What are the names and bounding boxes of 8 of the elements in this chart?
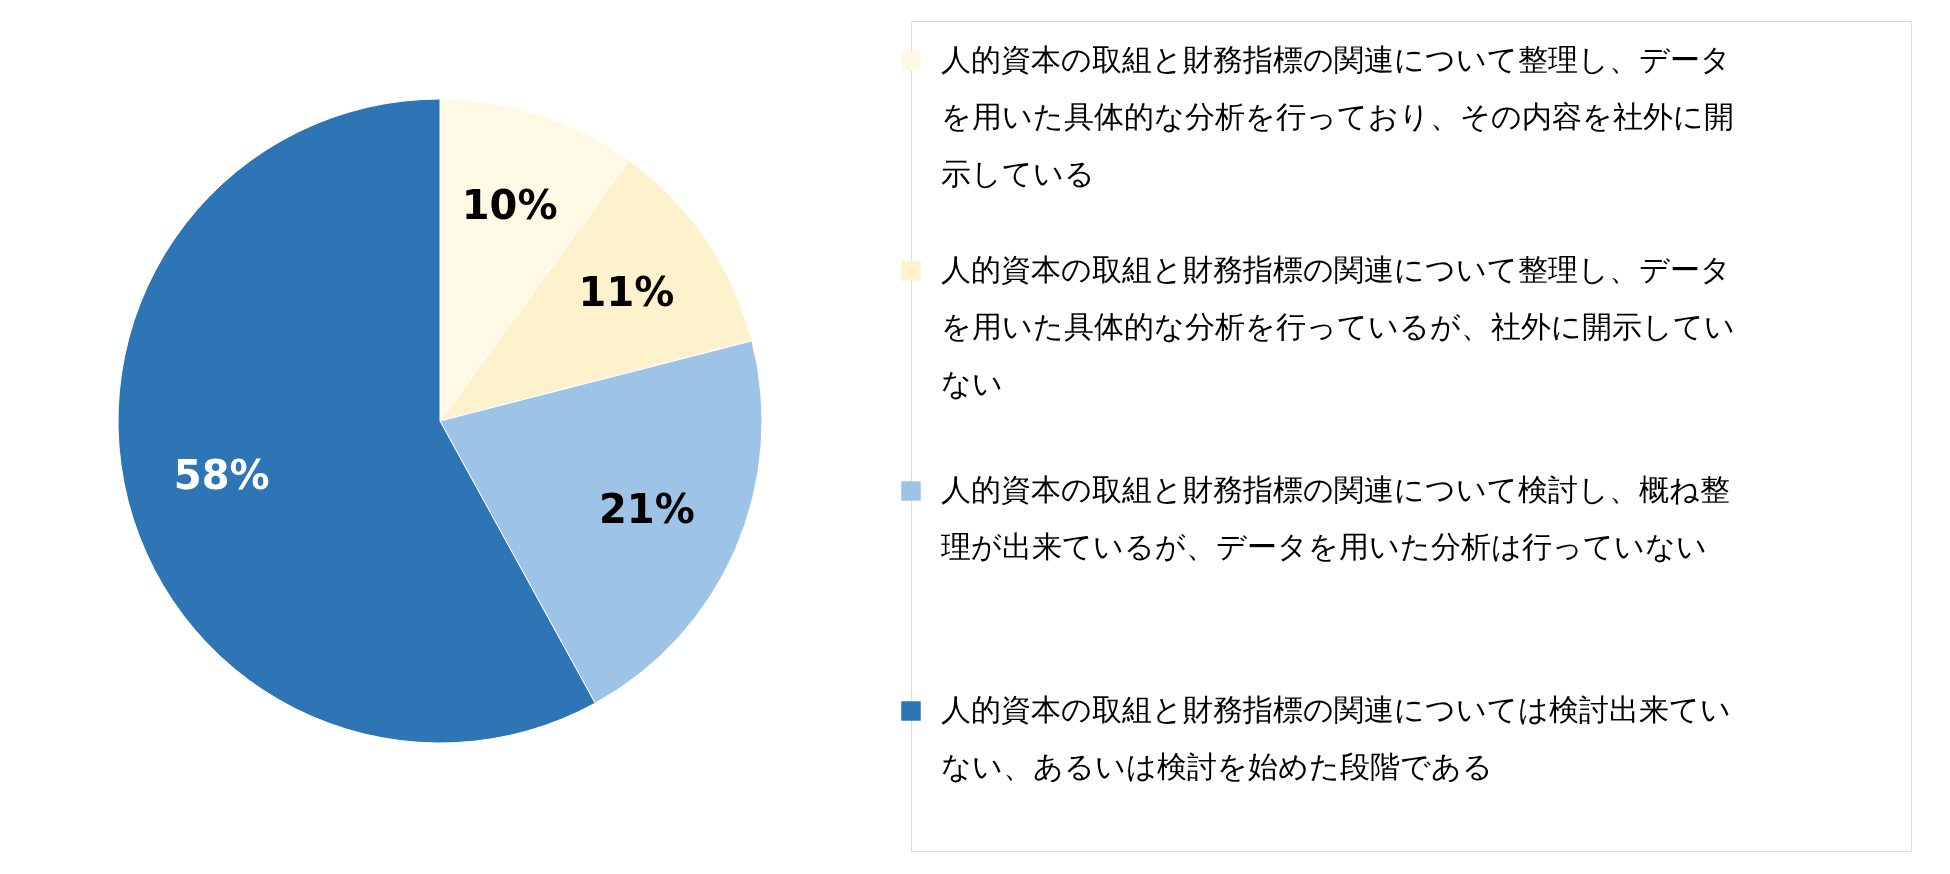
data-label: 21% (598, 485, 695, 532)
legend-label: 人的資本の取組と財務指標の関連について検討し、概ね整理が出来ているが、データを用いた分析は行っていない (941, 472, 1730, 564)
legend-label: 人的資本の取組と財務指標の関連について整理し、データを用いた具体的な分析を行っており、その内容を社外に開示している (941, 42, 1734, 191)
data-label: 58% (173, 452, 270, 499)
data-label: 10% (461, 181, 558, 228)
legend-label: 人的資本の取組と財務指標の関連については検討出来ていない、あるいは検討を始めた段階である (941, 692, 1731, 784)
data-label: 11% (578, 269, 675, 316)
legend-label: 人的資本の取組と財務指標の関連について整理し、データを用いた具体的な分析を行っているが、社外に開示していない (941, 252, 1735, 401)
